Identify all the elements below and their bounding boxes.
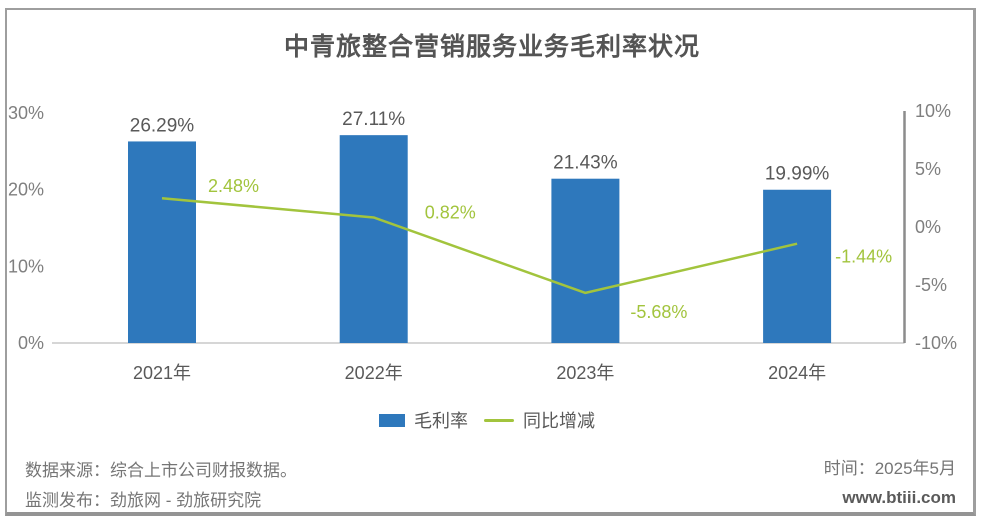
line-value-label: -5.68% xyxy=(630,302,687,322)
right-axis-tick-label: 10% xyxy=(915,101,951,121)
legend-bar-label: 毛利率 xyxy=(414,411,468,431)
footer-meta-block: 时间：2025年5月 www.btiii.com xyxy=(824,454,956,512)
legend-line-label: 同比增减 xyxy=(523,411,595,431)
line-value-label: 2.48% xyxy=(208,176,259,196)
bar-value-label: 26.29% xyxy=(130,115,195,136)
category-label: 2022年 xyxy=(345,363,403,383)
footer-source-block: 数据来源：综合上市公司财报数据。 监测发布：劲旅网 - 劲旅研究院 xyxy=(25,456,297,516)
chart-title: 中青旅整合营销服务业务毛利率状况 xyxy=(283,33,700,61)
left-axis-tick-label: 0% xyxy=(18,333,44,353)
line-value-label: 0.82% xyxy=(425,202,476,222)
left-axis-tick-label: 30% xyxy=(8,103,44,123)
gross-margin-bar xyxy=(763,189,832,343)
right-axis-tick-label: -10% xyxy=(915,333,957,353)
yoy-change-line xyxy=(161,196,798,295)
right-axis-tick-label: 5% xyxy=(915,159,941,179)
category-label: 2021年 xyxy=(133,363,191,383)
chart-legend: 毛利率 同比增减 xyxy=(0,407,974,433)
website-label: www.btiii.com xyxy=(842,488,956,507)
bar-value-label: 27.11% xyxy=(342,109,405,130)
publisher-line: 监测发布：劲旅网 - 劲旅研究院 xyxy=(25,491,262,510)
legend-item-gross-margin: 毛利率 xyxy=(379,407,468,433)
right-axis-tick-label: 0% xyxy=(915,217,941,237)
left-axis-tick-label: 20% xyxy=(8,180,44,200)
data-source-line: 数据来源：综合上市公司财报数据。 xyxy=(25,461,297,480)
category-label: 2023年 xyxy=(556,363,614,383)
gross-margin-bar xyxy=(339,135,408,343)
time-label: 时间：2025年5月 xyxy=(823,459,956,478)
bar-value-label: 21.43% xyxy=(553,153,618,174)
legend-line-swatch-icon xyxy=(484,418,514,422)
gross-margin-bar xyxy=(551,178,620,343)
line-value-label: -1.44% xyxy=(835,247,892,267)
right-axis-tick-label: -5% xyxy=(915,275,947,295)
bar-value-label: 19.99% xyxy=(765,164,830,185)
category-label: 2024年 xyxy=(768,363,826,383)
legend-bar-swatch-icon xyxy=(379,413,405,427)
gross-margin-bar xyxy=(128,141,196,343)
legend-item-yoy-change: 同比增减 xyxy=(484,407,595,433)
left-axis-tick-label: 10% xyxy=(8,256,44,276)
